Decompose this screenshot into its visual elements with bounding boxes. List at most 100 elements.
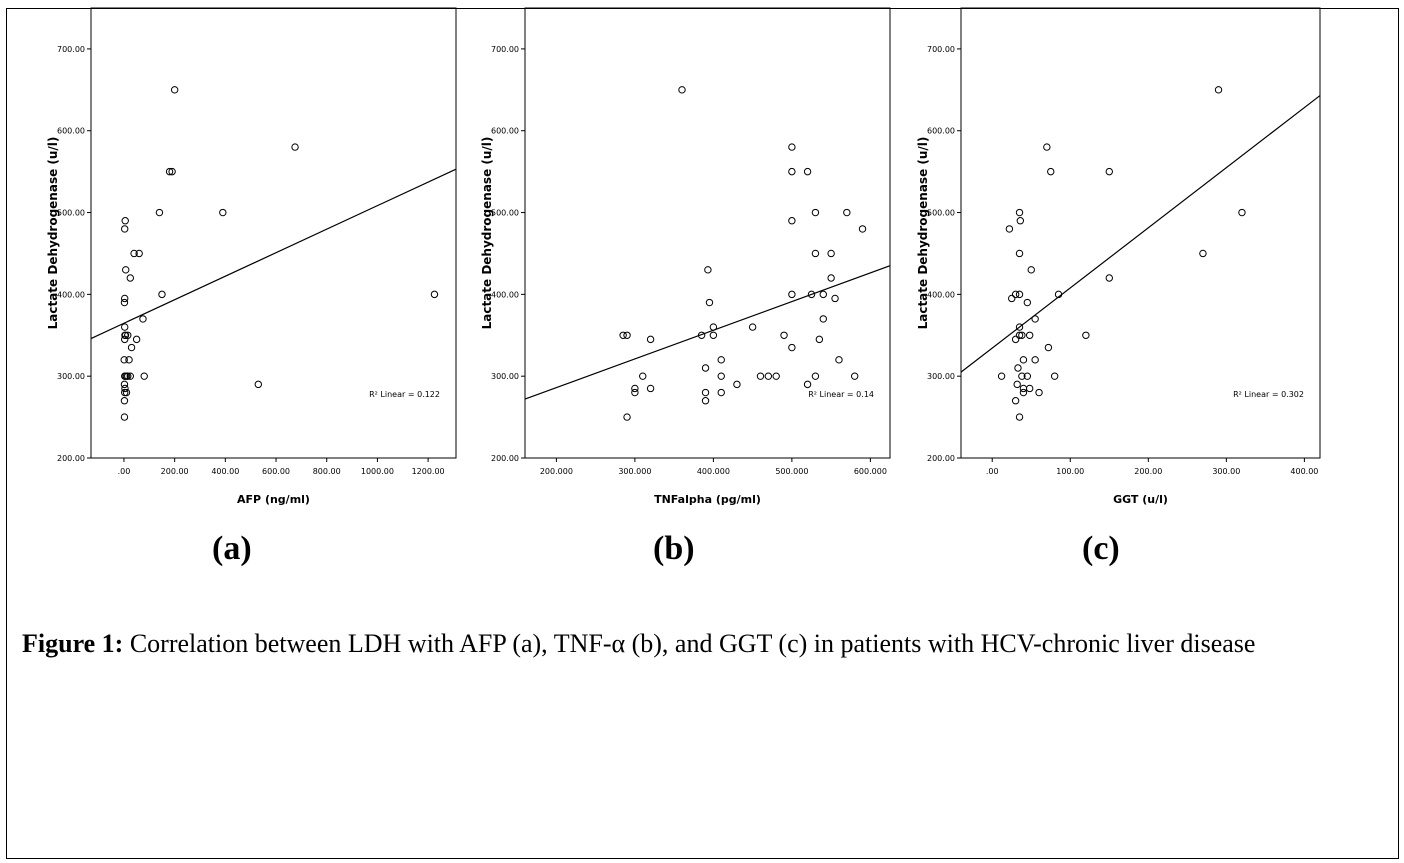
data-point: [843, 208, 851, 217]
data-point: [819, 290, 827, 299]
data-point: [1105, 167, 1113, 176]
data-point: [120, 380, 129, 389]
data-point: [1014, 364, 1022, 372]
data-point: [125, 356, 133, 364]
fit-line: [90, 168, 457, 340]
x-axis-label: GGT (u/l): [1113, 493, 1168, 506]
y-axis-label: Lactate Dehydrogenase (u/l): [46, 137, 60, 330]
data-point: [135, 249, 143, 258]
data-point: [807, 290, 816, 299]
data-point: [701, 388, 710, 397]
data-point: [140, 372, 148, 380]
x-tick-label: 600.000: [854, 467, 887, 476]
data-point: [1018, 331, 1026, 339]
data-point: [219, 208, 227, 217]
x-tick-label: 500.000: [775, 467, 808, 476]
data-point: [291, 143, 299, 151]
figure-caption: Figure 1: Correlation between LDH with A…: [22, 626, 1382, 661]
x-tick-label: 200.00: [1134, 467, 1162, 476]
data-point: [850, 372, 859, 380]
data-point: [1015, 413, 1024, 421]
data-point: [1005, 225, 1014, 233]
x-tick-label: .00: [118, 467, 131, 476]
x-tick-label: 400.00: [1290, 467, 1318, 476]
data-point: [623, 331, 631, 339]
data-point: [1027, 266, 1035, 274]
data-point: [120, 356, 128, 364]
data-point: [780, 331, 788, 339]
chart-panel-1: 200.00 300.00 400.00 500.00 600.00 700.00 200.…: [480, 7, 891, 506]
data-point: [819, 315, 827, 323]
r-squared-label: R² Linear = 0.122: [369, 390, 440, 399]
data-point: [1015, 323, 1024, 331]
y-tick-label: 400.00: [491, 290, 519, 299]
panel-label-b: (b): [653, 530, 695, 567]
data-point: [1025, 384, 1034, 393]
data-point: [1214, 86, 1223, 94]
data-point: [827, 274, 835, 282]
data-point: [168, 167, 176, 176]
data-point: [1031, 356, 1039, 364]
x-axis-label: AFP (ng/ml): [237, 493, 310, 506]
y-tick-label: 600.00: [57, 127, 85, 136]
data-point: [124, 372, 132, 380]
data-point: [811, 372, 820, 380]
data-point: [772, 372, 780, 380]
panel-label-c: (c): [1082, 530, 1120, 567]
data-point: [158, 290, 166, 299]
x-tick-label: 600.00: [262, 467, 290, 476]
data-point: [831, 294, 839, 303]
r-squared-label: R² Linear = 0.14: [808, 390, 874, 399]
x-tick-label: 300.000: [618, 467, 651, 476]
data-point: [139, 315, 147, 323]
data-point: [126, 274, 134, 282]
data-point: [701, 397, 710, 405]
data-point: [811, 208, 820, 217]
data-point: [709, 331, 718, 339]
data-point: [1023, 298, 1032, 307]
panel-label-a: (a): [212, 530, 252, 567]
data-point: [122, 266, 130, 274]
data-point: [120, 397, 129, 405]
chart-panel-0: 200.00 300.00 400.00 500.00 600.00 700.00 .00 2…: [46, 7, 457, 506]
data-point: [639, 372, 647, 380]
data-point: [1050, 372, 1059, 380]
y-tick-label: 700.00: [927, 45, 955, 54]
data-point: [1013, 380, 1021, 389]
data-point: [788, 343, 796, 352]
x-tick-label: 400.00: [211, 467, 239, 476]
data-point: [170, 86, 179, 94]
x-tick-label: .00: [986, 467, 999, 476]
data-point: [122, 388, 131, 397]
data-point: [121, 331, 130, 339]
data-point: [733, 380, 741, 389]
chart-panel-2: 200.00 300.00 400.00 500.00 600.00 700.00 .00 1…: [916, 7, 1321, 506]
x-tick-label: 800.00: [313, 467, 341, 476]
data-point: [815, 335, 824, 344]
caption-prefix: Figure 1:: [22, 629, 124, 658]
data-point: [132, 335, 141, 344]
fit-line: [524, 265, 891, 400]
data-point: [1015, 331, 1024, 339]
data-point: [631, 388, 639, 397]
y-tick-label: 600.00: [927, 127, 955, 136]
data-point: [124, 331, 132, 339]
y-tick-label: 500.00: [491, 209, 519, 218]
data-point: [997, 372, 1006, 380]
data-point: [788, 290, 796, 299]
data-point: [121, 217, 129, 225]
data-point: [803, 167, 812, 176]
data-point: [1015, 290, 1024, 299]
data-point: [788, 143, 796, 151]
data-point: [1011, 335, 1020, 344]
data-point: [155, 208, 164, 217]
data-point: [1044, 343, 1053, 352]
x-tick-label: 400.000: [697, 467, 730, 476]
y-tick-label: 700.00: [57, 45, 85, 54]
data-point: [121, 225, 129, 233]
fit-line: [960, 95, 1321, 373]
data-point: [788, 217, 796, 225]
data-point: [835, 356, 843, 364]
data-point: [619, 331, 627, 339]
data-point: [121, 323, 129, 331]
